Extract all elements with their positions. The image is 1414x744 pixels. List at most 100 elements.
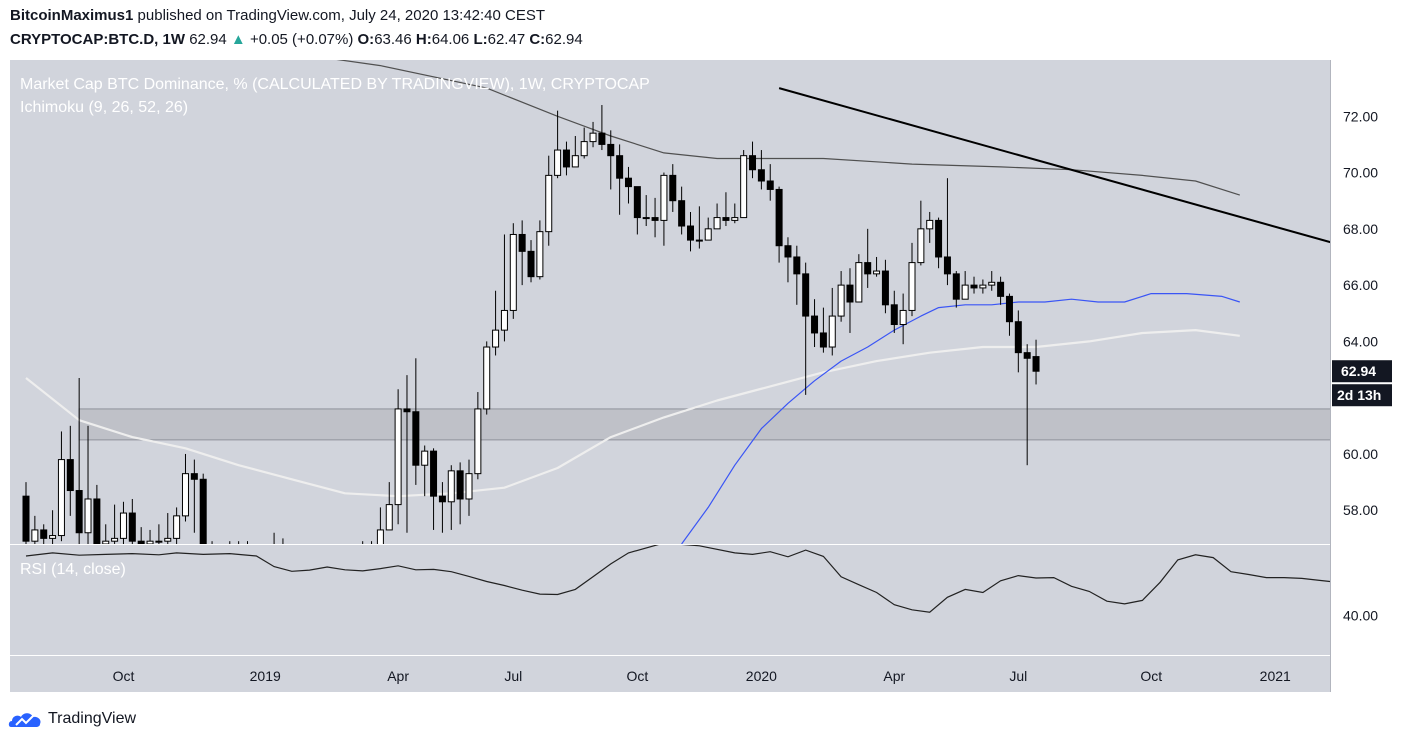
resistance-trendline[interactable] bbox=[778, 87, 1414, 355]
candle[interactable] bbox=[49, 510, 57, 544]
candle[interactable] bbox=[704, 217, 712, 241]
candle[interactable] bbox=[456, 462, 464, 525]
candle[interactable] bbox=[1032, 339, 1040, 385]
candle[interactable] bbox=[616, 144, 624, 215]
candle[interactable] bbox=[280, 538, 286, 555]
candle[interactable] bbox=[713, 203, 721, 230]
candle[interactable] bbox=[562, 141, 570, 176]
candle[interactable] bbox=[421, 445, 429, 497]
candle[interactable] bbox=[438, 482, 446, 533]
candle[interactable] bbox=[660, 172, 668, 246]
candle[interactable] bbox=[757, 150, 765, 190]
candle[interactable] bbox=[57, 431, 65, 542]
candle[interactable] bbox=[917, 200, 925, 266]
candle[interactable] bbox=[943, 178, 951, 286]
candle[interactable] bbox=[580, 127, 588, 159]
candle[interactable] bbox=[881, 259, 889, 314]
candle[interactable] bbox=[84, 425, 92, 553]
candle[interactable] bbox=[731, 203, 739, 224]
candle[interactable] bbox=[102, 524, 110, 549]
candle[interactable] bbox=[22, 482, 30, 552]
candle[interactable] bbox=[209, 541, 215, 555]
candle[interactable] bbox=[75, 377, 83, 544]
candle[interactable] bbox=[40, 524, 48, 547]
candle[interactable] bbox=[545, 155, 553, 246]
candle[interactable] bbox=[837, 271, 845, 322]
candle[interactable] bbox=[890, 290, 898, 333]
candle[interactable] bbox=[536, 220, 544, 280]
candle[interactable] bbox=[554, 110, 562, 179]
candle[interactable] bbox=[988, 271, 996, 291]
candle[interactable] bbox=[766, 164, 774, 201]
candle[interactable] bbox=[828, 287, 836, 356]
candle[interactable] bbox=[775, 186, 783, 263]
candle[interactable] bbox=[598, 105, 606, 151]
candle[interactable] bbox=[412, 358, 420, 485]
candle[interactable] bbox=[908, 242, 916, 317]
candle[interactable] bbox=[394, 389, 402, 525]
candle[interactable] bbox=[979, 279, 987, 294]
candle[interactable] bbox=[236, 541, 242, 555]
candle[interactable] bbox=[403, 375, 411, 533]
symbol-label[interactable]: CRYPTOCAP:BTC.D, 1W bbox=[10, 31, 186, 48]
candle[interactable] bbox=[93, 484, 101, 550]
candle[interactable] bbox=[678, 186, 686, 235]
candle[interactable] bbox=[465, 459, 473, 516]
candle[interactable] bbox=[66, 425, 74, 516]
candle[interactable] bbox=[864, 228, 872, 288]
candle[interactable] bbox=[119, 501, 127, 544]
candle[interactable] bbox=[687, 211, 694, 252]
candle[interactable] bbox=[802, 262, 810, 395]
candle[interactable] bbox=[1023, 344, 1031, 466]
candle[interactable] bbox=[492, 290, 500, 356]
candle[interactable] bbox=[181, 453, 189, 522]
candle[interactable] bbox=[607, 130, 615, 190]
candle[interactable] bbox=[430, 448, 438, 530]
candle[interactable] bbox=[873, 256, 881, 277]
candle[interactable] bbox=[31, 515, 39, 550]
candle[interactable] bbox=[518, 220, 526, 286]
candle[interactable] bbox=[227, 541, 233, 555]
candle[interactable] bbox=[137, 527, 145, 550]
candle[interactable] bbox=[642, 195, 650, 227]
candle[interactable] bbox=[695, 206, 703, 249]
candle[interactable] bbox=[173, 507, 181, 544]
candle[interactable] bbox=[952, 271, 960, 308]
indicator-legend[interactable]: Ichimoku (9, 26, 52, 26) bbox=[20, 99, 188, 116]
candle[interactable] bbox=[385, 482, 393, 531]
candle[interactable] bbox=[669, 164, 677, 212]
candle[interactable] bbox=[793, 245, 801, 305]
candle[interactable] bbox=[376, 507, 384, 549]
author-name[interactable]: BitcoinMaximus1 bbox=[10, 7, 134, 24]
candle[interactable] bbox=[899, 293, 907, 345]
candle[interactable] bbox=[271, 532, 277, 556]
candle[interactable] bbox=[722, 192, 730, 227]
candle[interactable] bbox=[164, 513, 172, 547]
candle[interactable] bbox=[846, 268, 854, 333]
candle[interactable] bbox=[146, 529, 154, 550]
candle[interactable] bbox=[651, 197, 659, 238]
candle[interactable] bbox=[509, 223, 517, 319]
candle[interactable] bbox=[1005, 293, 1013, 336]
candle[interactable] bbox=[245, 541, 251, 552]
candle[interactable] bbox=[740, 150, 748, 219]
rsi-legend[interactable]: RSI (14, close) bbox=[20, 561, 126, 578]
candle[interactable] bbox=[474, 392, 482, 480]
candle[interactable] bbox=[369, 541, 375, 555]
candle[interactable] bbox=[1014, 310, 1022, 373]
candle[interactable] bbox=[190, 459, 198, 533]
candle[interactable] bbox=[360, 541, 366, 555]
candle[interactable] bbox=[811, 299, 819, 348]
candle[interactable] bbox=[935, 217, 943, 269]
candle[interactable] bbox=[571, 135, 579, 168]
candle[interactable] bbox=[128, 498, 136, 552]
candle[interactable] bbox=[111, 504, 119, 547]
candle[interactable] bbox=[926, 211, 934, 243]
candle[interactable] bbox=[819, 307, 827, 353]
candle[interactable] bbox=[199, 473, 207, 553]
candle[interactable] bbox=[155, 524, 163, 549]
candle[interactable] bbox=[447, 465, 455, 530]
tradingview-brand[interactable]: TradingView bbox=[8, 708, 136, 730]
candle[interactable] bbox=[855, 254, 863, 303]
